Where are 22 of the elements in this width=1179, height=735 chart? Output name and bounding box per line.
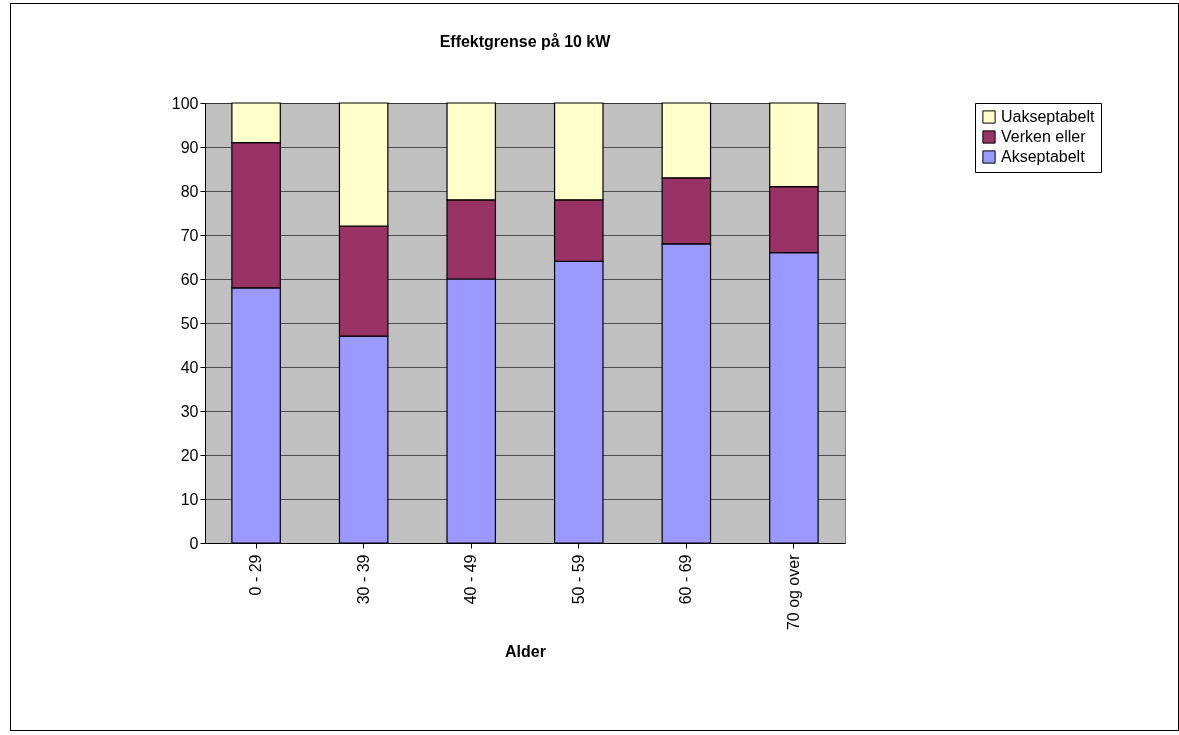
y-tick-label: 80: [180, 182, 199, 200]
legend-label: Uakseptabelt: [1001, 108, 1095, 125]
x-tick-label: 40 - 49: [462, 554, 480, 605]
x-axis-title: Alder: [505, 643, 546, 661]
y-tick-label: 40: [180, 358, 199, 376]
y-tick-label: 60: [180, 270, 199, 288]
y-tick-label: 10: [180, 490, 199, 508]
y-tick-label: 90: [180, 138, 199, 156]
x-tick-label: 30 - 39: [354, 554, 372, 605]
y-tick-label: 100: [171, 94, 199, 112]
chart-title: Effektgrense på 10 kW: [439, 33, 612, 50]
y-tick-label: 30: [180, 402, 199, 420]
legend-label: Akseptabelt: [1001, 148, 1086, 165]
y-tick-label: 50: [180, 314, 199, 332]
y-tick-label: 70: [180, 226, 199, 244]
x-tick-label: 50 - 59: [569, 554, 587, 605]
x-tick-label: 60 - 69: [677, 554, 695, 605]
x-tick-label: 70 og over: [784, 553, 802, 631]
legend-label: Verken eller: [1001, 128, 1087, 145]
x-tick-label: 0 - 29: [247, 554, 265, 596]
y-tick-label: 20: [180, 446, 199, 464]
y-tick-label: 0: [189, 534, 199, 552]
